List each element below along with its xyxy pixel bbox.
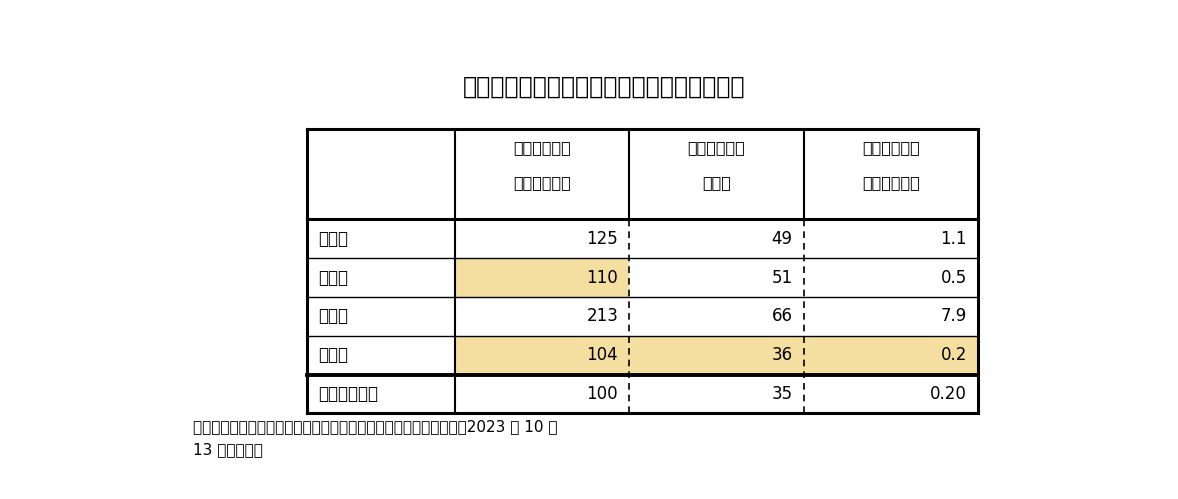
Text: 0.20: 0.20 — [931, 385, 967, 403]
Text: 104: 104 — [587, 346, 618, 364]
Text: 110: 110 — [587, 268, 618, 286]
Text: 上場維持基準: 上場維持基準 — [318, 385, 378, 403]
Text: 0.5: 0.5 — [941, 268, 967, 286]
Text: 213: 213 — [587, 307, 618, 325]
Text: １日平均売買: １日平均売買 — [862, 141, 920, 156]
Text: 中央値: 中央値 — [318, 268, 348, 286]
Text: 流通株式時価: 流通株式時価 — [512, 141, 571, 156]
Text: 0.2: 0.2 — [941, 346, 967, 364]
Text: 51: 51 — [772, 268, 793, 286]
Text: 流通株式比率: 流通株式比率 — [688, 141, 746, 156]
Text: 35: 35 — [772, 385, 793, 403]
Text: 7.9: 7.9 — [941, 307, 967, 325]
Text: （資料）各社公表資料、東京証券取引所『市場区分の再選択一覧（2023 年 10 月
13 日公表）』: （資料）各社公表資料、東京証券取引所『市場区分の再選択一覧（2023 年 10 … — [193, 419, 557, 458]
Text: （％）: （％） — [702, 175, 730, 190]
Text: 代金（億円）: 代金（億円） — [862, 175, 920, 190]
Text: 最大値: 最大値 — [318, 307, 348, 325]
Text: 最小値: 最小値 — [318, 346, 348, 364]
Text: 66: 66 — [772, 307, 793, 325]
Text: 100: 100 — [587, 385, 618, 403]
Text: 125: 125 — [587, 230, 618, 248]
Text: 1.1: 1.1 — [940, 230, 967, 248]
Text: 49: 49 — [772, 230, 793, 248]
Text: 平均値: 平均値 — [318, 230, 348, 248]
Text: 36: 36 — [772, 346, 793, 364]
Text: 総額（億円）: 総額（億円） — [512, 175, 571, 190]
Text: 図４　上場維持基準適合企業の項目別集計値: 図４ 上場維持基準適合企業の項目別集計値 — [463, 75, 744, 99]
